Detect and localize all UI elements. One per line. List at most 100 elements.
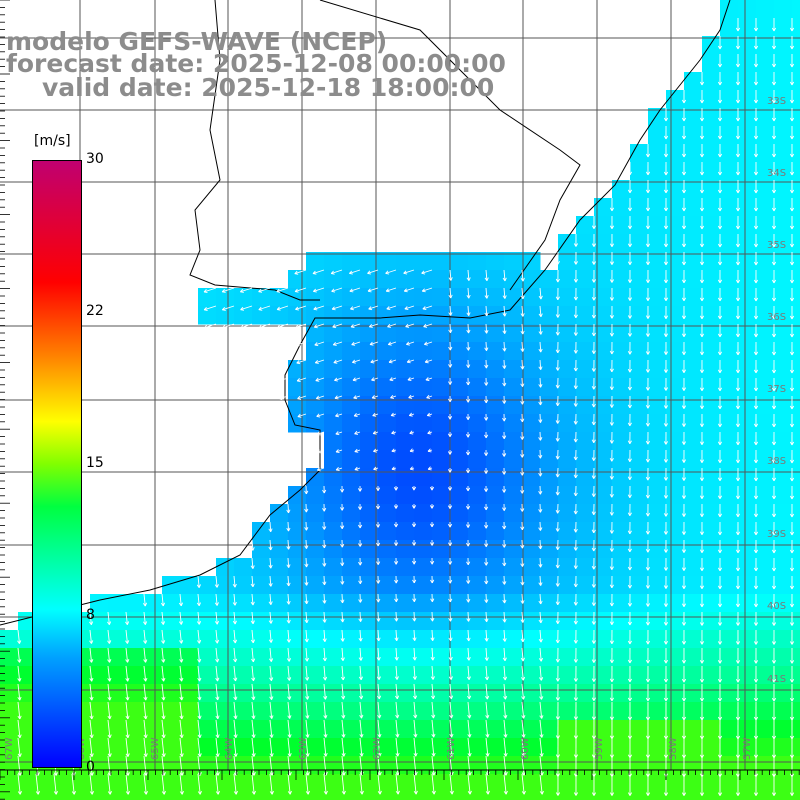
wind-speed-cell xyxy=(342,756,361,775)
wind-speed-cell xyxy=(738,612,757,631)
wind-speed-cell xyxy=(432,666,451,685)
wind-speed-cell xyxy=(738,738,757,757)
arrow-icon xyxy=(305,683,310,700)
wind-speed-cell xyxy=(450,396,469,415)
arrow-icon xyxy=(377,701,382,719)
wind-speed-cell xyxy=(450,468,469,487)
arrow-icon xyxy=(591,611,596,625)
arrow-icon xyxy=(681,233,687,248)
arrow-icon xyxy=(359,719,364,738)
wind-speed-cell xyxy=(360,774,379,793)
arrow-icon xyxy=(268,539,273,551)
wind-speed-cell xyxy=(450,288,469,307)
arrow-icon xyxy=(425,377,433,382)
arrow-icon xyxy=(753,36,759,50)
wind-speed-cell xyxy=(306,522,325,541)
arrow-icon xyxy=(645,467,650,481)
arrow-icon xyxy=(717,395,723,410)
wind-speed-cell xyxy=(432,558,451,577)
arrow-icon xyxy=(502,467,507,475)
arrow-icon xyxy=(449,773,454,795)
arrow-icon xyxy=(426,394,433,399)
arrow-icon xyxy=(520,305,525,317)
arrow-icon xyxy=(538,485,543,495)
wind-speed-cell xyxy=(720,126,739,145)
arrow-icon xyxy=(215,701,220,720)
arrow-icon xyxy=(448,647,453,661)
arrow-icon xyxy=(609,341,614,355)
wind-speed-cell xyxy=(288,576,307,595)
wind-speed-cell xyxy=(792,540,800,559)
arrow-icon xyxy=(232,611,237,625)
wind-speed-cell xyxy=(774,702,793,721)
wind-speed-cell xyxy=(648,738,667,757)
arrow-icon xyxy=(484,665,490,681)
arrow-icon xyxy=(395,773,400,795)
wind-speed-cell xyxy=(666,684,685,703)
arrow-icon xyxy=(699,125,705,140)
arrow-icon xyxy=(352,359,361,364)
wind-speed-cell xyxy=(288,504,307,523)
arrow-icon xyxy=(555,701,560,720)
arrow-icon xyxy=(503,701,508,719)
border-line xyxy=(319,0,581,291)
wind-speed-cell xyxy=(792,270,800,289)
arrow-icon xyxy=(143,665,148,682)
arrow-icon xyxy=(232,593,237,606)
arrow-icon xyxy=(304,485,309,495)
wind-speed-cell xyxy=(468,342,487,361)
arrow-icon xyxy=(771,215,777,230)
wind-speed-cell xyxy=(612,252,631,271)
wind-speed-cell xyxy=(522,540,541,559)
wind-speed-cell xyxy=(396,720,415,739)
arrow-icon xyxy=(484,305,489,317)
wind-speed-cell xyxy=(252,684,271,703)
arrow-icon xyxy=(717,233,723,248)
arrow-icon xyxy=(394,593,399,603)
longitude-label: 58W xyxy=(668,737,679,760)
wind-speed-cell xyxy=(234,288,253,307)
arrow-icon xyxy=(717,701,723,721)
wind-speed-cell xyxy=(216,774,235,793)
wind-speed-cell xyxy=(576,630,595,649)
arrow-icon xyxy=(287,737,292,757)
wind-speed-cell xyxy=(594,630,613,649)
arrow-icon xyxy=(627,773,633,796)
wind-speed-cell xyxy=(504,360,523,379)
arrow-icon xyxy=(484,341,489,351)
latitude-label: 35S xyxy=(767,240,786,251)
arrow-icon xyxy=(681,323,687,338)
wind-speed-cell xyxy=(360,648,379,667)
border-line xyxy=(189,0,320,301)
arrow-icon xyxy=(427,430,433,435)
wind-speed-cell xyxy=(360,666,379,685)
wind-speed-cell xyxy=(396,684,415,703)
wind-speed-cell xyxy=(612,216,631,235)
wind-speed-cell xyxy=(288,540,307,559)
arrow-icon xyxy=(591,521,596,534)
wind-speed-cell xyxy=(414,486,433,505)
arrow-icon xyxy=(89,737,94,757)
arrow-icon xyxy=(735,107,741,122)
arrow-icon xyxy=(240,287,253,293)
arrow-icon xyxy=(771,179,777,194)
wind-speed-cell xyxy=(36,774,55,793)
arrow-icon xyxy=(538,377,543,388)
wind-speed-cell xyxy=(792,648,800,667)
wind-speed-cell xyxy=(216,558,235,577)
arrow-icon xyxy=(520,359,525,370)
arrow-icon xyxy=(538,395,543,406)
arrow-icon xyxy=(358,575,363,585)
arrow-icon xyxy=(215,737,220,757)
wind-speed-cell xyxy=(720,576,739,595)
wind-speed-cell xyxy=(576,540,595,559)
arrow-icon xyxy=(591,557,596,570)
arrow-icon xyxy=(717,251,723,266)
arrow-icon xyxy=(520,665,526,681)
wind-speed-cell xyxy=(684,198,703,217)
arrow-icon xyxy=(465,449,471,456)
wind-speed-cell xyxy=(198,720,217,739)
arrow-icon xyxy=(771,72,777,86)
wind-speed-cell xyxy=(18,648,37,667)
latitude-label: 33S xyxy=(767,96,786,107)
